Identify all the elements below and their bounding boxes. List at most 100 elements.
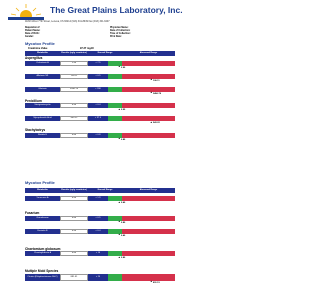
lab-title: The Great Plains Laboratory, Inc. — [50, 5, 183, 15]
abnormal-bar — [122, 116, 175, 121]
marker-arrow: ▲ — [150, 78, 153, 81]
abnormal-bar — [122, 132, 175, 138]
normal-bar — [108, 273, 122, 281]
group-title: Multiple Mold Species — [25, 269, 59, 273]
marker-arrow: ▲ — [118, 107, 121, 111]
abnormal-bar — [122, 251, 175, 256]
column-header: Metabolite — [25, 51, 60, 56]
metabolite: Citrinin (Dihydrocitrinone DHC) — [25, 273, 60, 281]
marker-arrow: ▲ — [118, 200, 121, 204]
result: 2.90 — [60, 60, 88, 66]
marker-value: 891.51 — [153, 281, 160, 284]
patient-field: Time of Collection: — [110, 33, 131, 35]
marker-arrow: ▲ — [118, 233, 121, 236]
group-title: Aspergillus — [25, 56, 43, 60]
patient-field: Physician Name: — [110, 27, 129, 29]
marker-value: 0.80 — [121, 257, 126, 259]
marker-value: 943.22 — [153, 122, 160, 124]
normal-range: < 0.5 — [88, 215, 108, 221]
normal-range: < 10 — [88, 251, 108, 256]
result: 3456.78 — [60, 86, 88, 92]
address: 11813 West 77th Street, Lenexa, KS 66214… — [25, 20, 110, 23]
patient-field: Print Date: — [110, 36, 122, 38]
marker-value: 3456.78 — [153, 92, 161, 95]
normal-bar — [108, 132, 122, 138]
normal-bar — [108, 116, 122, 121]
normal-range: < 0.4 — [88, 228, 108, 234]
normal-range: < 0.4 — [88, 103, 108, 108]
patient-field: Gender: — [25, 36, 34, 38]
column-header: Metabolite — [25, 188, 60, 193]
marker-value: 0.80 — [121, 221, 126, 224]
result: 0.80 — [60, 215, 88, 221]
normal-range: < 7.5 — [88, 60, 108, 66]
normal-range: < 25 — [88, 273, 108, 281]
patient-field: Date of Birth: — [25, 33, 40, 35]
metabolite: Aflatoxin M1 — [25, 73, 60, 79]
result: 100.11 — [60, 73, 88, 79]
metabolite: Ochratoxin A — [25, 60, 60, 66]
metabolite: Verrucarin A — [25, 196, 60, 201]
result: 0.40 — [60, 196, 88, 201]
abnormal-bar — [122, 196, 175, 201]
metabolite: Chaetoglobosin A — [25, 251, 60, 256]
marker-arrow: ▲ — [118, 137, 121, 140]
column-header: Results (ng/g creatinine) — [60, 188, 88, 193]
metabolite: Enniatin B — [25, 228, 60, 234]
normal-bar — [108, 103, 122, 108]
abnormal-bar — [122, 103, 175, 108]
marker-value: 0.90 — [121, 109, 126, 111]
group-title: Chaetomium globosum — [25, 246, 61, 251]
marker-arrow: ▲ — [150, 120, 153, 124]
normal-range: < 200 — [88, 86, 108, 92]
normal-bar — [108, 196, 122, 201]
marker-arrow: ▲ — [118, 65, 121, 68]
group-title: Fusarium — [25, 211, 40, 215]
creatinine-value: 97.37 mg/dl — [80, 46, 94, 50]
abnormal-bar — [122, 86, 175, 92]
logo — [8, 4, 44, 20]
column-header: Abnormal Range — [122, 51, 175, 56]
metabolite: Zearalenone — [25, 215, 60, 221]
normal-range: < 1.9 — [88, 196, 108, 201]
normal-bar — [108, 215, 122, 221]
normal-bar — [108, 228, 122, 234]
abnormal-bar — [122, 228, 175, 234]
result: 0.40 — [60, 228, 88, 234]
section-title: Mycotox Profile — [25, 41, 55, 46]
marker-value: 0.40 — [121, 234, 126, 237]
abnormal-bar — [122, 215, 175, 221]
normal-bar — [108, 73, 122, 79]
marker-arrow: ▲ — [150, 91, 153, 94]
abnormal-bar — [122, 60, 175, 66]
normal-bar — [108, 251, 122, 256]
marker-arrow: ▲ — [118, 220, 121, 223]
group-title: Stachybotrys — [25, 128, 46, 132]
marker-value: 0.80 — [121, 138, 126, 141]
metabolite: Mycophenolic Acid — [25, 116, 60, 121]
normal-bar — [108, 86, 122, 92]
marker-value: 2.90 — [121, 66, 126, 69]
result: 891.51 — [60, 273, 88, 281]
normal-range: < 37.4 — [88, 116, 108, 121]
column-header: Normal Range — [88, 51, 122, 56]
metabolite: Roridin E — [25, 132, 60, 138]
marker-arrow: ▲ — [118, 255, 121, 259]
section-title: Mycotox Profile — [25, 180, 55, 185]
abnormal-bar — [122, 273, 175, 281]
metabolite: Gliotoxin — [25, 86, 60, 92]
patient-field: Requisition #: — [25, 27, 41, 29]
result: 943.22 — [60, 116, 88, 121]
normal-range: < 0.8 — [88, 132, 108, 138]
column-header: Results (ng/g creatinine) — [60, 51, 88, 56]
result: 0.80 — [60, 132, 88, 138]
metabolite: Sterigmatocystin — [25, 103, 60, 108]
patient-field: Date of Collection: — [110, 30, 131, 32]
result: 0.80 — [60, 251, 88, 256]
result: 0.90 — [60, 103, 88, 108]
marker-value: 0.40 — [121, 202, 126, 204]
creatinine-label: Creatinine Value — [28, 46, 48, 50]
abnormal-bar — [122, 73, 175, 79]
patient-field: Patient Name: — [25, 30, 41, 32]
marker-arrow: ▲ — [150, 280, 153, 283]
